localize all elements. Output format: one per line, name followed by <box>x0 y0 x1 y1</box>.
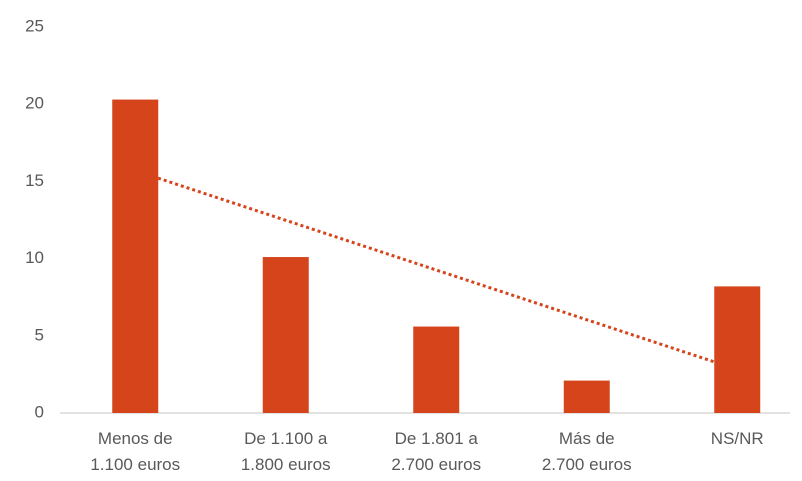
bar <box>262 257 309 413</box>
x-tick-label: De 1.801 a 2.700 euros <box>391 429 481 474</box>
bar <box>413 326 460 413</box>
bar <box>563 380 610 413</box>
x-tick-label: NS/NR <box>711 429 764 448</box>
bar <box>112 99 159 414</box>
x-tick-label: Más de 2.700 euros <box>542 429 632 474</box>
y-tick-label: 25 <box>25 16 44 35</box>
trendline <box>134 169 738 371</box>
y-tick-label: 15 <box>25 171 44 190</box>
y-tick-label: 0 <box>35 402 44 421</box>
y-tick-label: 5 <box>35 325 44 344</box>
x-tick-label: De 1.100 a 1.800 euros <box>241 429 331 474</box>
x-tick-label: Menos de 1.100 euros <box>90 429 180 474</box>
bar <box>714 286 761 413</box>
y-tick-label: 10 <box>25 248 44 267</box>
y-tick-label: 20 <box>25 94 44 113</box>
